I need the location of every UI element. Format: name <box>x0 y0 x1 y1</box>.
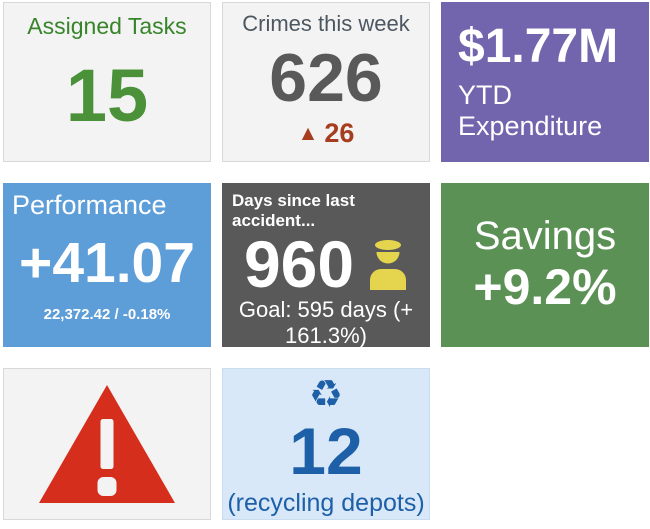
dashboard-grid: Assigned Tasks 15 Crimes this week 626 ▲… <box>3 2 649 520</box>
days-since-accident-tile: Days since last accident... 960 Goal: 59… <box>222 183 430 347</box>
performance-value: +41.07 <box>19 231 195 295</box>
savings-tile: Savings +9.2% <box>441 183 649 347</box>
up-triangle-icon: ▲ <box>297 122 319 145</box>
assigned-tasks-tile: Assigned Tasks 15 <box>3 2 211 162</box>
recycling-tile: ♻ 12 (recycling depots) <box>222 368 430 520</box>
days-since-accident-goal: Goal: 595 days (+ 161.3%) <box>238 297 414 347</box>
recycling-label: (recycling depots) <box>227 489 425 517</box>
crimes-delta-value: 26 <box>324 118 355 148</box>
crimes-value: 626 <box>269 39 383 116</box>
person-icon <box>368 238 408 290</box>
warning-triangle-icon <box>36 383 178 505</box>
recycle-icon: ♻ <box>308 372 344 416</box>
crimes-tile: Crimes this week 626 ▲ 26 <box>222 2 430 162</box>
assigned-tasks-title: Assigned Tasks <box>27 13 187 39</box>
performance-tile: Performance +41.07 22,372.42 / -0.18% <box>3 183 211 347</box>
savings-title: Savings <box>473 214 617 259</box>
ytd-expenditure-value: $1.77M <box>458 20 619 74</box>
days-since-accident-center: 960 <box>232 231 420 297</box>
performance-center: +41.07 22,372.42 / -0.18% <box>12 221 202 337</box>
assigned-tasks-value: 15 <box>65 54 149 137</box>
ytd-expenditure-label: YTD Expenditure <box>458 79 603 141</box>
warning-tile <box>3 368 211 520</box>
ytd-expenditure-tile: $1.77M YTD Expenditure <box>441 2 649 162</box>
days-since-accident-title: Days since last accident... <box>232 191 355 230</box>
performance-detail: 22,372.42 / -0.18% <box>43 306 171 323</box>
recycling-value: 12 <box>289 414 363 488</box>
performance-title: Performance <box>12 190 167 220</box>
savings-value: +9.2% <box>473 259 617 316</box>
days-since-accident-value: 960 <box>243 227 355 301</box>
crimes-title: Crimes this week <box>242 11 410 36</box>
crimes-delta: ▲ 26 <box>223 118 429 149</box>
